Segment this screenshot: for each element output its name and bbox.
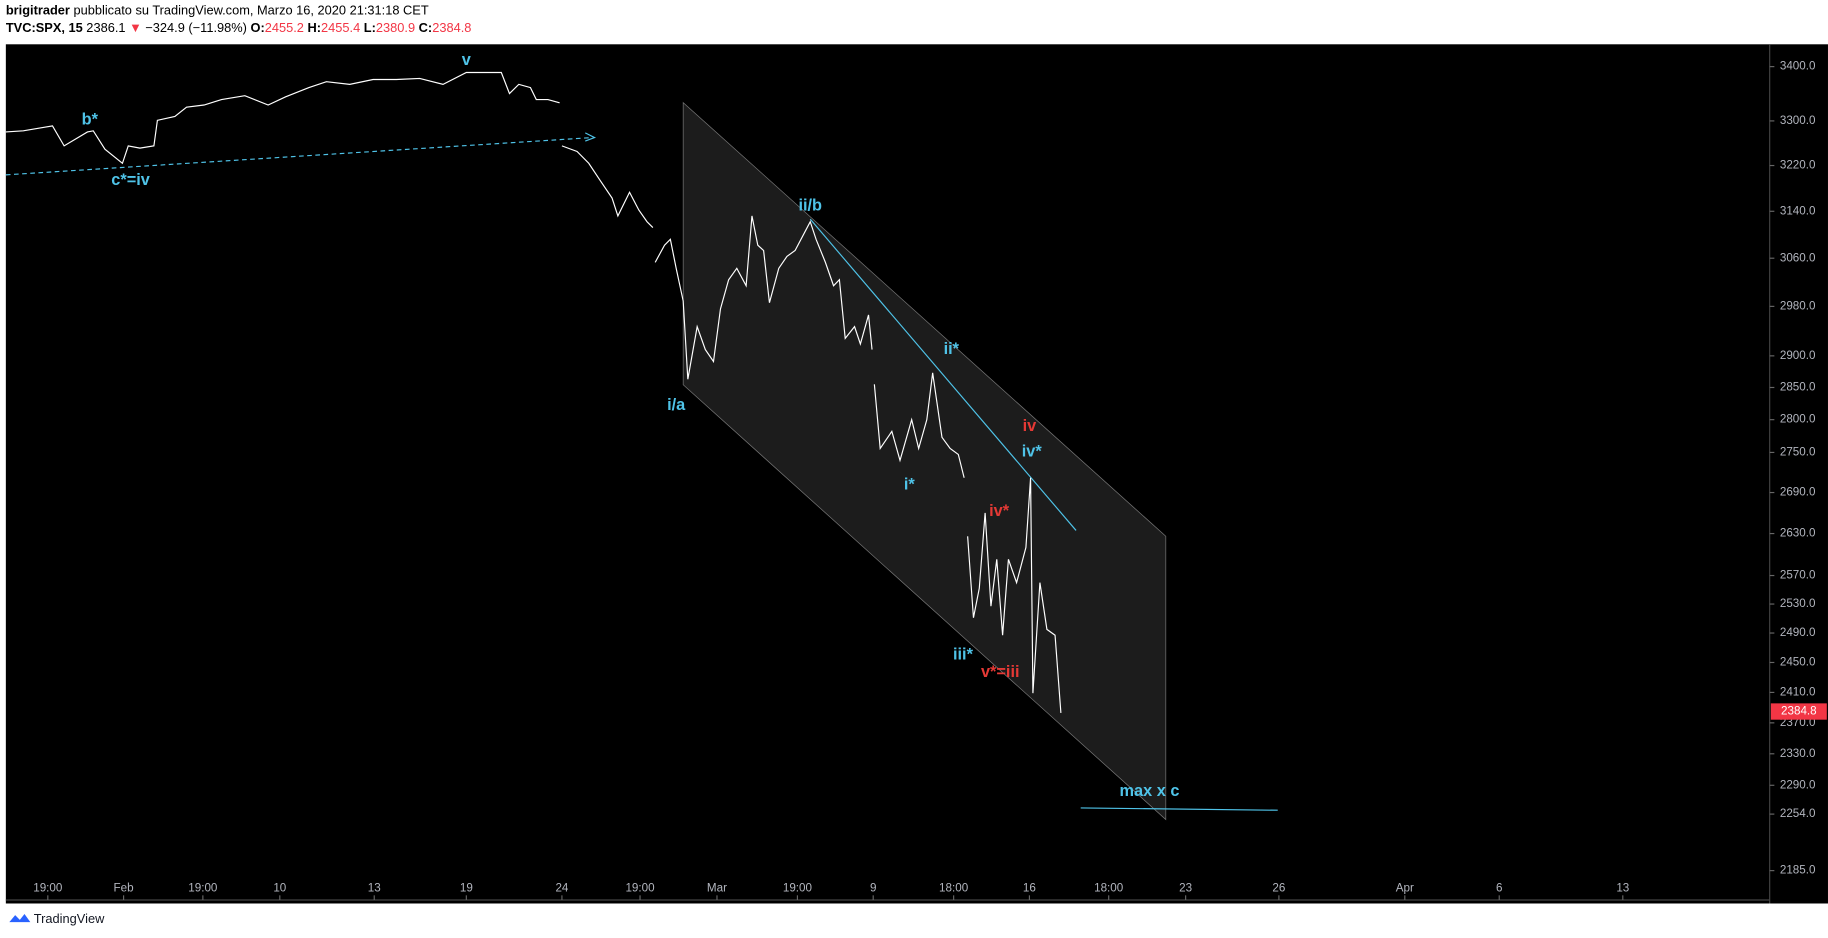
- price-line: [967, 477, 1062, 713]
- x-tick-label: 9: [870, 881, 876, 894]
- y-tick-label: 3300.0: [1780, 114, 1816, 127]
- y-tick-label: 2290.0: [1780, 778, 1816, 791]
- x-tick-label: 16: [1023, 881, 1036, 894]
- y-tick-label: 2750.0: [1780, 446, 1816, 459]
- x-tick-label: 19: [460, 881, 473, 894]
- o-label: O:: [251, 21, 265, 36]
- wave-label: v*=iii: [981, 663, 1020, 681]
- last-price-tag: [1770, 703, 1827, 720]
- wave-label: iv*: [989, 502, 1010, 520]
- y-tick-label: 2570.0: [1780, 569, 1816, 582]
- logo: [9, 913, 31, 923]
- y-tick-label: 2185.0: [1780, 864, 1816, 877]
- wave-label: max x c: [1120, 782, 1180, 800]
- wave-label: b*: [82, 110, 99, 128]
- y-tick-label: 2450.0: [1780, 656, 1816, 669]
- arrow-head: [584, 132, 597, 142]
- x-tick-label: 19:00: [783, 881, 813, 894]
- symbol: TVC:SPX, 15: [6, 21, 83, 36]
- change: −324.9 (−11.98%): [145, 21, 247, 36]
- x-tick-label: 18:00: [1094, 881, 1124, 894]
- y-tick-label: 2410.0: [1780, 685, 1816, 698]
- wave-label: ii*: [944, 340, 960, 358]
- c-label: C:: [419, 21, 433, 36]
- x-tick-label: 19:00: [625, 881, 655, 894]
- channel: [682, 101, 1167, 821]
- l-label: L:: [364, 21, 376, 36]
- arrow: ▼: [129, 21, 142, 36]
- x-tick-label: Mar: [707, 881, 727, 894]
- wave-label: c*=iv: [111, 171, 150, 189]
- wave-label: iv: [1023, 417, 1037, 435]
- price-line: [5, 71, 560, 165]
- x-tick-label: Feb: [114, 881, 134, 894]
- x-tick-label: Apr: [1396, 881, 1414, 894]
- price-line: [654, 215, 873, 380]
- x-tick-label: 13: [1616, 881, 1629, 894]
- h-label: H:: [308, 21, 322, 36]
- header-line2: TVC:SPX, 15 2386.1 ▼ −324.9 (−11.98%) O:…: [6, 21, 472, 36]
- h: 2455.4: [321, 21, 360, 36]
- published: pubblicato su TradingView.com, Marzo 16,…: [73, 3, 428, 18]
- author: brigitrader: [6, 3, 70, 18]
- x-tick-label: 18:00: [939, 881, 969, 894]
- x-tick-label: 10: [273, 881, 286, 894]
- y-tick-label: 2900.0: [1780, 349, 1816, 362]
- y-tick-label: 2850.0: [1780, 381, 1816, 394]
- y-tick-label: 3400.0: [1780, 60, 1816, 73]
- x-tick-label: 23: [1179, 881, 1192, 894]
- resistance-line: [809, 218, 1077, 531]
- x-tick-label: 19:00: [33, 881, 63, 894]
- y-tick-label: 2980.0: [1780, 299, 1816, 312]
- x-tick-label: 6: [1496, 881, 1502, 894]
- wave-label: v: [462, 51, 471, 69]
- y-tick-label: 2254.0: [1780, 807, 1816, 820]
- trend-line: [5, 136, 593, 176]
- wave-label: i/a: [667, 396, 686, 414]
- last-price-label: 2384.8: [1781, 705, 1817, 718]
- price-line: [873, 372, 965, 478]
- y-tick-label: 2490.0: [1780, 626, 1816, 639]
- c: 2384.8: [432, 21, 471, 36]
- header-line1: brigitrader pubblicato su TradingView.co…: [6, 3, 429, 18]
- y-tick-label: 3060.0: [1780, 251, 1816, 264]
- last: 2386.1: [86, 21, 125, 36]
- x-tick-label: 13: [368, 881, 381, 894]
- y-tick-label: 2630.0: [1780, 527, 1816, 540]
- x-tick-label: 26: [1272, 881, 1285, 894]
- y-tick-label: 3140.0: [1780, 204, 1816, 217]
- footer-brand: TradingView: [34, 911, 105, 926]
- wave-label: iv*: [1022, 443, 1043, 461]
- y-tick-label: 2530.0: [1780, 597, 1816, 610]
- o: 2455.2: [265, 21, 304, 36]
- y-tick-label: 2690.0: [1780, 486, 1816, 499]
- l: 2380.9: [376, 21, 415, 36]
- wave-label: iii*: [953, 645, 974, 663]
- x-tick-label: 24: [555, 881, 568, 894]
- wave-label: i*: [904, 475, 916, 493]
- target-line: [1080, 807, 1278, 811]
- y-tick-label: 3220.0: [1780, 159, 1816, 172]
- price-line: [561, 145, 654, 228]
- wave-label: ii/b: [798, 197, 822, 215]
- y-tick-label: 2330.0: [1780, 747, 1816, 760]
- x-tick-label: 19:00: [188, 881, 218, 894]
- y-tick-label: 2800.0: [1780, 413, 1816, 426]
